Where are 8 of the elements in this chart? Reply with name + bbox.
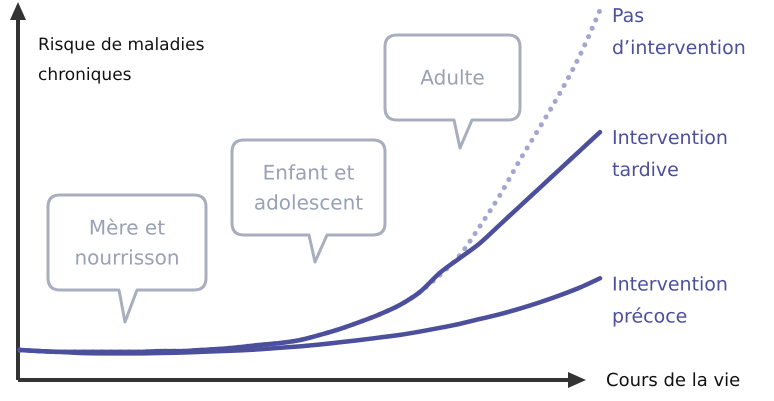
annotation: Adulte <box>420 66 485 90</box>
series-label: Intervention précoce <box>612 273 728 328</box>
series-label: Intervention tardive <box>612 127 728 182</box>
annotation: Mère et nourrisson <box>74 216 180 270</box>
series-label: Pas d’intervention <box>612 5 746 59</box>
x-axis-title: Cours de la vie <box>606 370 740 391</box>
y-axis-title: Risque de maladies chroniques <box>38 35 205 85</box>
annotation: Enfant et adolescent <box>254 160 364 214</box>
